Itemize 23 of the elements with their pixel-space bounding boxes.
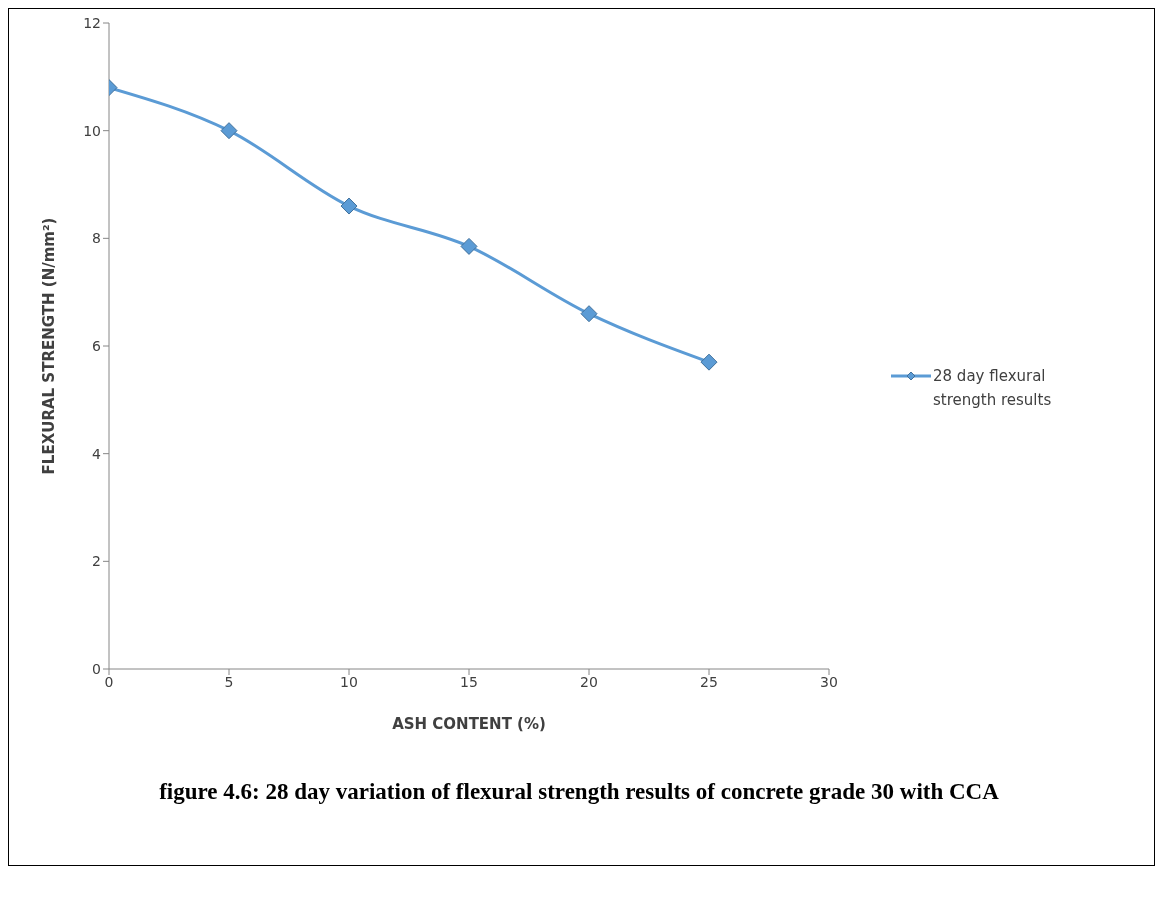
x-tick-label: 10	[340, 673, 358, 690]
x-tick-label: 0	[104, 673, 114, 690]
point	[580, 305, 598, 323]
point	[700, 353, 718, 371]
y-axis-title: FLEXURAL STRENGTH (N/mm²)	[40, 217, 59, 475]
x-tick-label: 30	[820, 673, 838, 690]
y-tick-label: 0	[92, 660, 101, 677]
point	[340, 197, 358, 215]
point	[460, 237, 478, 255]
y-tick-label: 6	[92, 337, 102, 354]
y-tick-label: 10	[83, 122, 101, 139]
x-tick-label: 15	[460, 673, 478, 690]
y-tick-label: 12	[83, 14, 101, 31]
x-tick-label: 5	[224, 673, 234, 690]
x-tick-label: 20	[580, 673, 598, 690]
x-axis-title: ASH CONTENT (%)	[392, 715, 546, 733]
y-tick-label: 8	[92, 230, 101, 247]
point	[220, 122, 238, 140]
x-tick-label: 25	[700, 673, 718, 690]
y-tick-label: 2	[92, 553, 101, 570]
y-tick-label: 4	[92, 445, 102, 462]
text: figure 4.6: 28 day variation of flexural strength results of concrete grade 30 with CCA	[158, 779, 1000, 805]
legend-label: 28 day flexural strength results	[933, 366, 1053, 411]
